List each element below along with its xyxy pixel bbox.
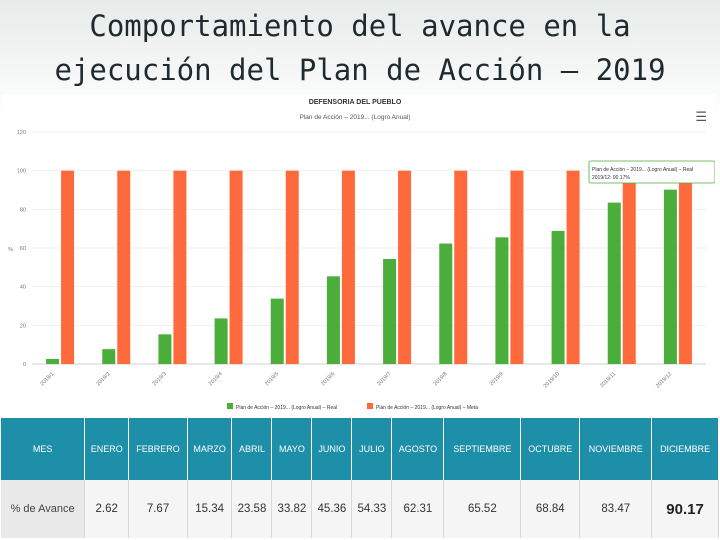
table-cell-value: 45.36: [311, 480, 353, 538]
table-cell-value: 23.58: [231, 480, 273, 538]
y-axis-label: %: [8, 247, 13, 253]
table-cell-value: 33.82: [271, 480, 313, 538]
bar-real: [495, 237, 509, 364]
table-header-month: AGOSTO: [391, 418, 445, 480]
x-tick-label: 2019/4: [208, 371, 224, 387]
table-header-month: JUNIO: [311, 418, 353, 480]
y-tick-label: 40: [20, 285, 26, 291]
table-cell-value: 62.31: [391, 480, 445, 538]
bar-real: [102, 349, 116, 364]
bar-meta: [117, 170, 131, 364]
x-tick-label: 2019/5: [264, 371, 280, 387]
table-header-month: FEBRERO: [128, 418, 188, 480]
x-tick-label: 2019/8: [433, 371, 449, 387]
bar-meta: [285, 170, 299, 364]
progress-table: MES ENERO FEBRERO MARZO ABRIL MAYO JUNIO JULIO…: [0, 418, 720, 538]
x-tick-label: 2019/12: [655, 371, 673, 389]
y-tick-label: 60: [20, 246, 26, 252]
y-tick-label: 20: [20, 323, 26, 329]
bar-real: [439, 243, 453, 364]
table-row-values: % de Avance 2.62 7.67 15.34 23.58 33.82 45.36…: [1, 480, 719, 538]
table-cell-value: 7.67: [128, 480, 188, 538]
bar-real: [46, 358, 60, 364]
bar-meta: [61, 170, 75, 364]
table-cell-value: 54.33: [351, 480, 393, 538]
legend-swatch: [227, 403, 233, 409]
bar-meta: [678, 170, 692, 364]
bar-real: [214, 318, 228, 364]
bar-real: [326, 276, 340, 364]
table-cell-value: 65.52: [443, 480, 522, 538]
x-tick-label: 2019/10: [543, 371, 561, 389]
x-tick-label: 2019/3: [152, 371, 168, 387]
tooltip-line2: 2019/12: 90.17%: [592, 175, 630, 181]
chart-subtitle: Plan de Acción – 2019... (Logro Anual): [300, 114, 411, 121]
table-header-month: NOVIEMBRE: [579, 418, 653, 480]
table-header-month: OCTUBRE: [520, 418, 581, 480]
bar-meta: [510, 170, 524, 364]
chart-panel: DEFENSORIA DEL PUEBLO Plan de Acción – 2…: [2, 94, 715, 418]
x-tick-label: 2019/11: [599, 371, 617, 389]
legend-label: Plan de Acción – 2019... (Logro Anual) –…: [376, 405, 478, 411]
table-cell-value: 90.17: [651, 480, 719, 538]
y-tick-label: 120: [17, 130, 26, 136]
bar-real: [383, 258, 397, 364]
legend-label: Plan de Acción – 2019... (Logro Anual) –…: [236, 405, 337, 411]
x-tick-label: 2019/2: [96, 371, 112, 387]
tooltip-box: [588, 160, 715, 184]
bar-meta: [173, 170, 187, 364]
table-header-month: SEPTIEMBRE: [443, 418, 522, 480]
page-title: Comportamiento del avance en la ejecució…: [0, 4, 720, 92]
table-header-month: DICIEMBRE: [651, 418, 719, 480]
page-title-line2: ejecución del Plan de Acción – 2019: [54, 53, 666, 87]
chart-menu-icon[interactable]: ☰: [695, 110, 707, 125]
table-cell-value: 68.84: [520, 480, 581, 538]
tooltip-line1: Plan de Acción – 2019... (Logro Anual) –…: [592, 167, 693, 173]
table-label-avance: % de Avance: [1, 480, 86, 538]
table-header-month: ABRIL: [231, 418, 273, 480]
bar-meta: [398, 170, 412, 364]
chart-title: DEFENSORIA DEL PUEBLO: [309, 99, 402, 106]
legend-swatch: [367, 403, 373, 409]
bar-real: [270, 298, 284, 364]
table-cell-value: 83.47: [579, 480, 653, 538]
x-tick-label: 2019/9: [489, 371, 505, 387]
table-header-month: MARZO: [187, 418, 233, 480]
page-title-line1: Comportamiento del avance en la: [89, 9, 631, 43]
bar-real: [158, 334, 172, 364]
bar-meta: [341, 170, 355, 364]
table-header-month: MAYO: [271, 418, 313, 480]
x-tick-label: 2019/7: [376, 371, 392, 387]
x-tick-label: 2019/1: [39, 371, 55, 387]
bar-real: [663, 189, 677, 364]
bar-chart: DEFENSORIA DEL PUEBLO Plan de Acción – 2…: [8, 99, 715, 411]
x-tick-label: 2019/6: [320, 371, 336, 387]
bar-real: [551, 230, 565, 364]
bar-real: [607, 202, 621, 364]
table-header-mes: MES: [1, 418, 86, 480]
table-cell-value: 2.62: [84, 480, 130, 538]
table-row-months: MES ENERO FEBRERO MARZO ABRIL MAYO JUNIO JULIO…: [1, 418, 719, 480]
bar-meta: [566, 170, 580, 364]
bar-meta: [454, 170, 468, 364]
table-header-month: ENERO: [84, 418, 130, 480]
table-cell-value: 15.34: [187, 480, 233, 538]
y-tick-label: 0: [23, 362, 26, 368]
table-header-month: JULIO: [351, 418, 393, 480]
y-tick-label: 80: [20, 207, 26, 213]
y-tick-label: 100: [17, 169, 26, 175]
bar-meta: [622, 170, 636, 364]
bar-meta: [229, 170, 243, 364]
